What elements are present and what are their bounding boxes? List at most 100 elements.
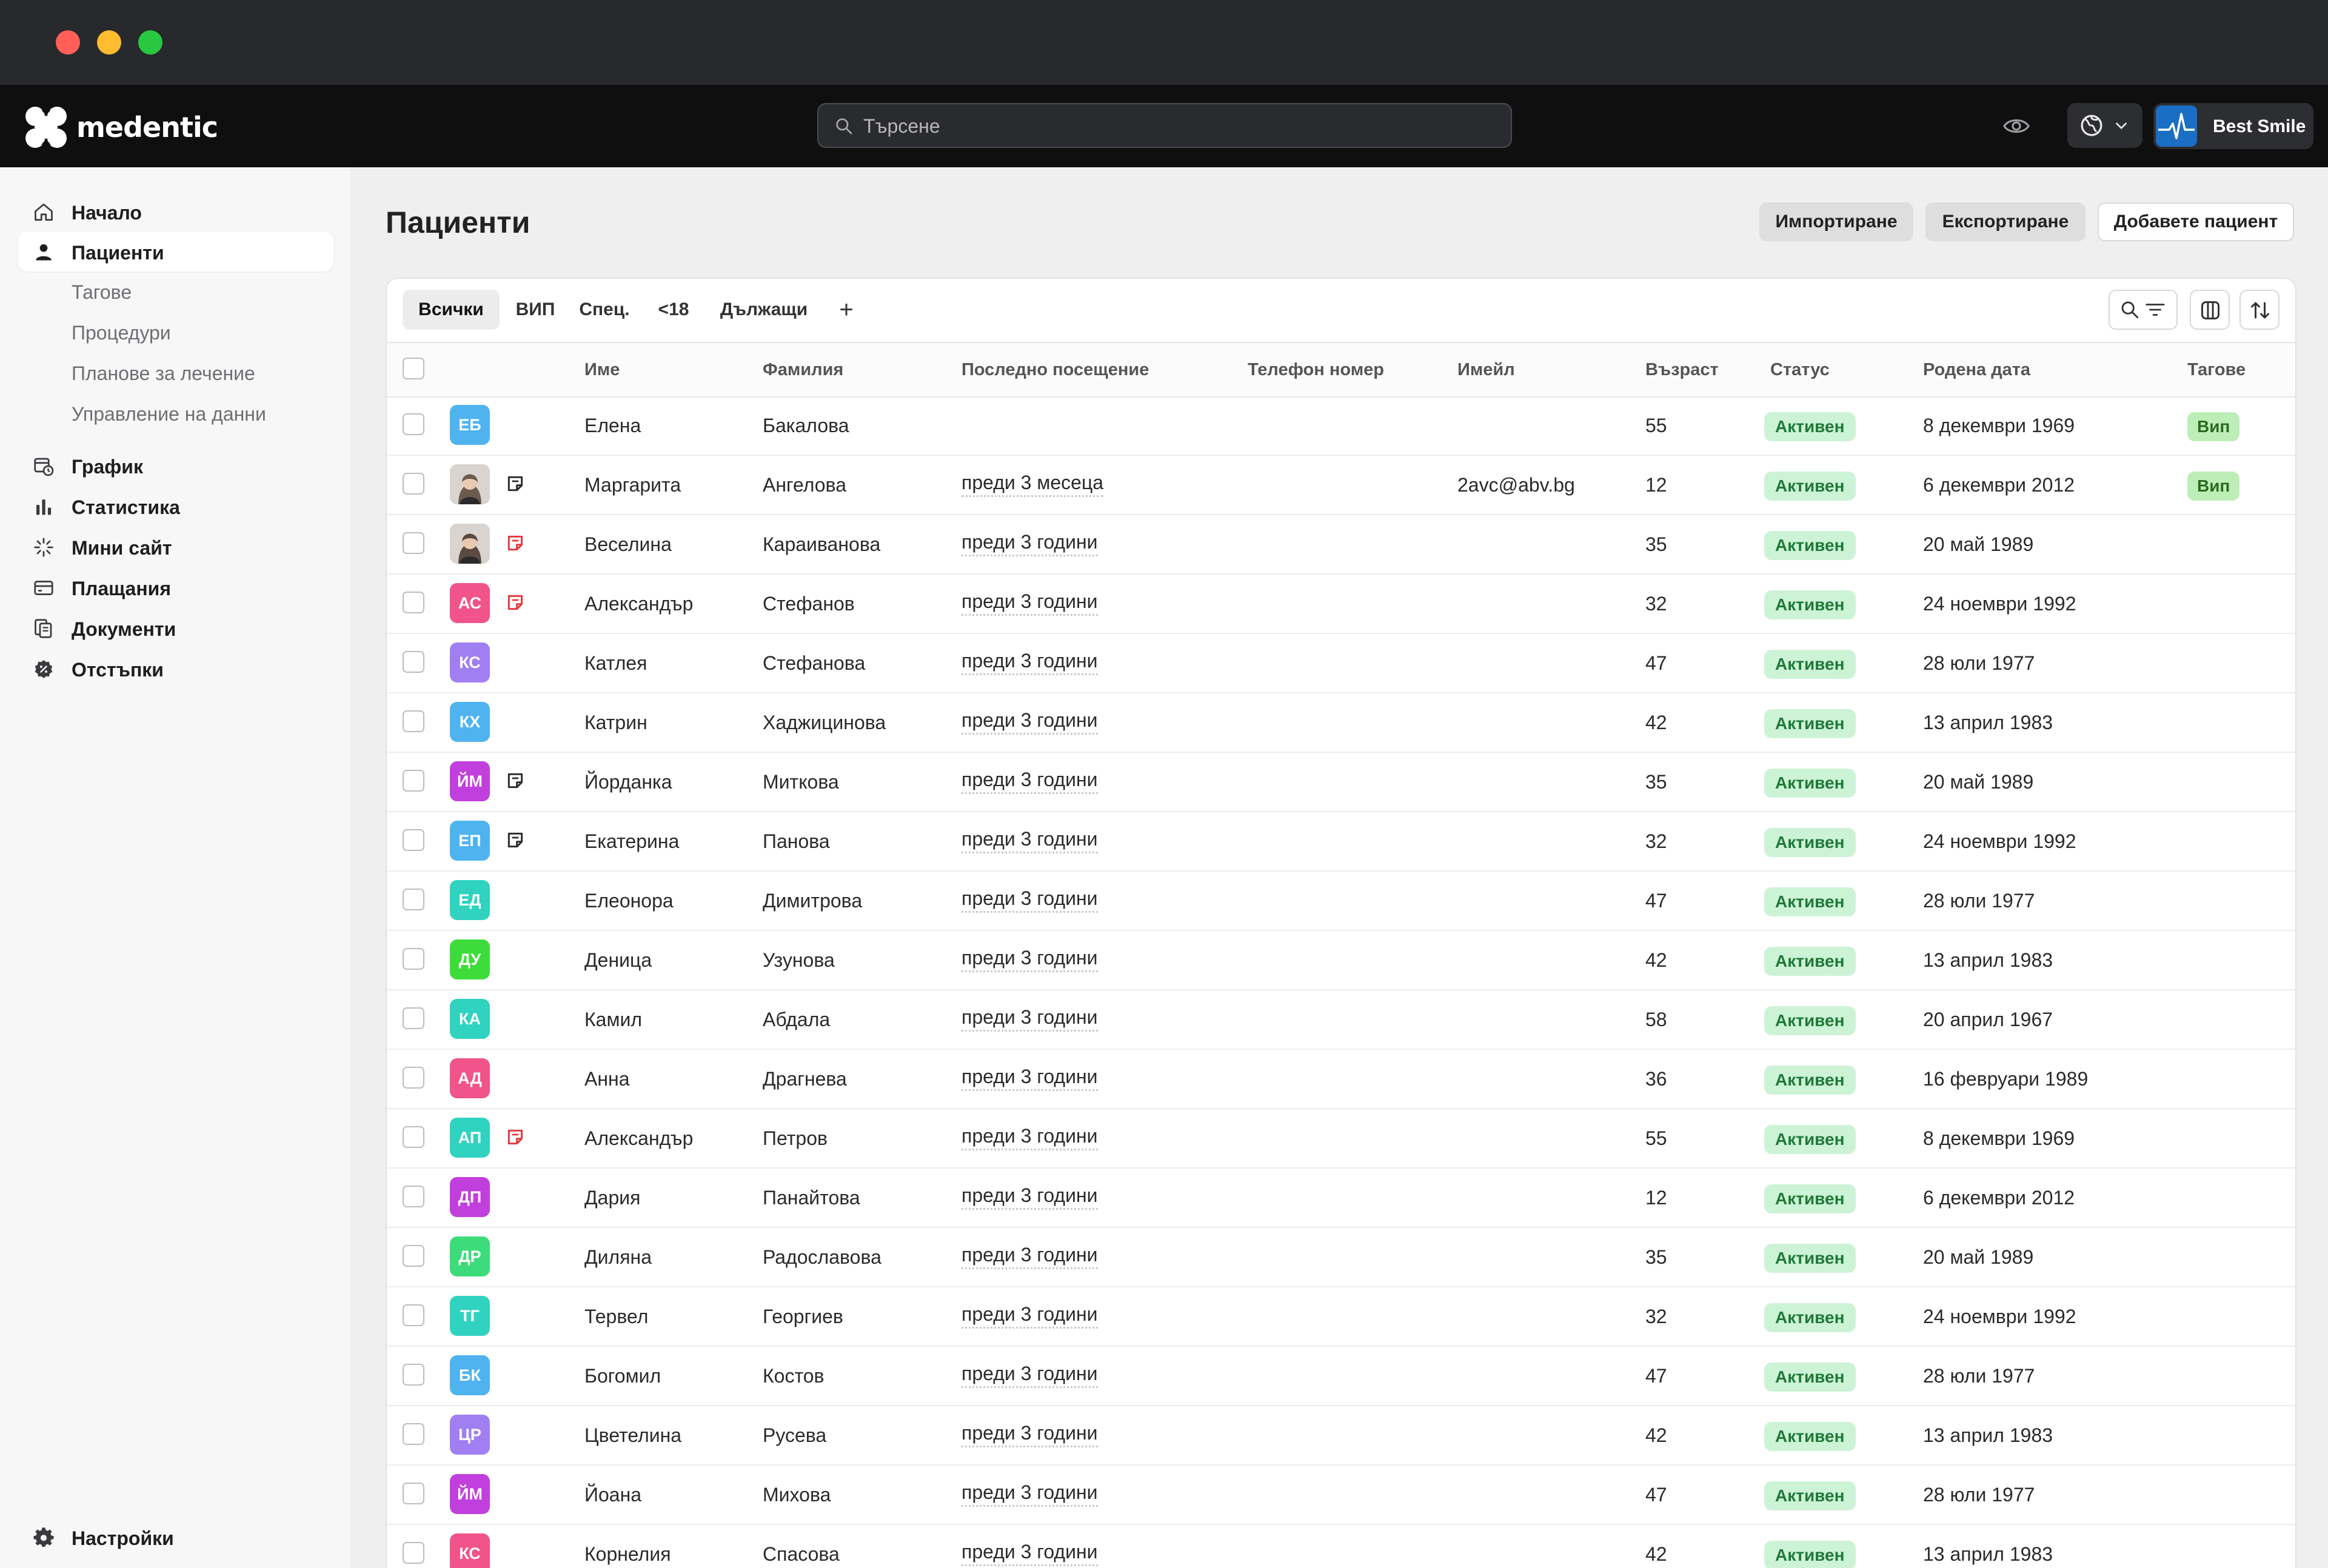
column-header-status[interactable]: Статус xyxy=(1770,360,1830,379)
cell-first-name[interactable]: Веселина xyxy=(584,533,672,555)
cell-first-name[interactable]: Тервел xyxy=(584,1306,649,1327)
sidebar-item-statistics[interactable]: Статистика xyxy=(18,486,333,526)
sidebar-item-settings[interactable]: Настройки xyxy=(18,1517,333,1557)
table-row[interactable]: АП Александър Петров преди 3 години 55 Актив… xyxy=(387,1108,2295,1169)
language-selector[interactable] xyxy=(2067,103,2142,148)
cell-first-name[interactable]: Дария xyxy=(584,1187,641,1209)
table-row[interactable]: БК Богомил Костов преди 3 години 47 Активен 28… xyxy=(387,1346,2295,1406)
eye-icon[interactable] xyxy=(2003,114,2030,138)
table-row[interactable]: ЕП Екатерина Панова преди 3 години 32 Активе… xyxy=(387,811,2295,872)
sidebar-item-patients[interactable]: Пациенти xyxy=(18,232,333,272)
table-row[interactable]: КС Катлея Стефанова преди 3 години 47 Активен… xyxy=(387,633,2295,693)
row-checkbox[interactable] xyxy=(403,1304,424,1326)
column-header-phone[interactable]: Телефон номер xyxy=(1248,360,1384,379)
cell-first-name[interactable]: Йоана xyxy=(584,1484,642,1506)
tag-badge[interactable]: Вип xyxy=(2187,412,2240,441)
close-window-button[interactable] xyxy=(56,30,80,55)
cell-first-name[interactable]: Елена xyxy=(584,415,641,436)
table-row[interactable]: ЙМ Йорданка Миткова преди 3 години 35 Активе… xyxy=(387,752,2295,812)
sort-button[interactable] xyxy=(2239,290,2280,330)
row-checkbox[interactable] xyxy=(403,651,424,673)
sidebar-subitem-data-management[interactable]: Управление на данни xyxy=(72,403,266,425)
sidebar-item-documents[interactable]: Документи xyxy=(18,608,333,648)
table-row[interactable]: ДР Диляна Радославова преди 3 години 35 Актив… xyxy=(387,1227,2295,1287)
avatar[interactable]: ЦР xyxy=(450,1415,490,1455)
add-tab-button[interactable]: + xyxy=(839,296,854,323)
tab-vip[interactable]: ВИП xyxy=(515,299,555,319)
sidebar-item-home[interactable]: Начало xyxy=(18,192,333,232)
tab-special[interactable]: Спец. xyxy=(579,299,630,319)
row-checkbox[interactable] xyxy=(403,473,424,495)
row-checkbox[interactable] xyxy=(403,1126,424,1148)
maximize-window-button[interactable] xyxy=(138,30,162,55)
table-row[interactable]: ДУ Деница Узунова преди 3 години 42 Активен 13… xyxy=(387,930,2295,990)
search-filter-button[interactable] xyxy=(2109,290,2178,330)
avatar[interactable]: АП xyxy=(450,1118,490,1158)
table-row[interactable]: ТГ Тервел Георгиев преди 3 години 32 Активен 2… xyxy=(387,1286,2295,1347)
tab-owing[interactable]: Дължащи xyxy=(720,299,808,319)
avatar[interactable]: ДП xyxy=(450,1177,490,1217)
table-row[interactable]: КА Камил Абдала преди 3 години 58 Активен 20 а… xyxy=(387,989,2295,1050)
column-header-birth-date[interactable]: Родена дата xyxy=(1923,360,2031,379)
tab-under-18[interactable]: <18 xyxy=(658,299,689,319)
export-button[interactable]: Експортиране xyxy=(1925,202,2086,241)
note-icon[interactable] xyxy=(506,771,525,790)
table-row[interactable]: КС Корнелия Спасова преди 3 години 42 Активен… xyxy=(387,1524,2295,1568)
sidebar-item-discounts[interactable]: Отстъпки xyxy=(18,649,333,689)
cell-first-name[interactable]: Богомил xyxy=(584,1365,661,1387)
sidebar-item-mini-site[interactable]: Мини сайт xyxy=(18,527,333,567)
row-checkbox[interactable] xyxy=(403,1364,424,1386)
tab-all[interactable]: Всички xyxy=(403,290,500,330)
cell-first-name[interactable]: Деница xyxy=(584,949,652,971)
row-checkbox[interactable] xyxy=(403,592,424,613)
column-header-email[interactable]: Имейл xyxy=(1457,360,1515,379)
avatar[interactable]: ЕБ xyxy=(450,405,490,445)
search-input[interactable]: Търсене xyxy=(817,103,1512,148)
row-checkbox[interactable] xyxy=(403,1423,424,1445)
column-header-tags[interactable]: Тагове xyxy=(2187,360,2246,379)
minimize-window-button[interactable] xyxy=(97,30,121,55)
row-checkbox[interactable] xyxy=(403,1245,424,1267)
cell-first-name[interactable]: Александър xyxy=(584,593,694,615)
cell-first-name[interactable]: Елеонора xyxy=(584,890,674,912)
cell-first-name[interactable]: Маргарита xyxy=(584,474,681,496)
avatar[interactable]: КС xyxy=(450,1533,490,1568)
avatar[interactable]: БК xyxy=(450,1355,490,1395)
sidebar-item-payments[interactable]: Плащания xyxy=(18,567,333,607)
cell-first-name[interactable]: Катлея xyxy=(584,652,647,674)
row-checkbox[interactable] xyxy=(403,1483,424,1504)
sidebar-item-schedule[interactable]: График xyxy=(18,445,333,485)
cell-first-name[interactable]: Цветелина xyxy=(584,1424,682,1446)
note-icon[interactable] xyxy=(506,830,525,850)
cell-first-name[interactable]: Екатерина xyxy=(584,830,680,852)
avatar[interactable]: АД xyxy=(450,1058,490,1098)
cell-first-name[interactable]: Катрин xyxy=(584,712,647,733)
table-row[interactable]: ЙМ Йоана Михова преди 3 години 47 Активен 28 ю… xyxy=(387,1464,2295,1525)
cell-first-name[interactable]: Корнелия xyxy=(584,1543,671,1565)
table-row[interactable]: Веселина Караиванова преди 3 години 35 Актив… xyxy=(387,514,2295,575)
table-row[interactable]: ЦР Цветелина Русева преди 3 години 42 Активен… xyxy=(387,1405,2295,1466)
note-icon[interactable] xyxy=(506,533,525,553)
cell-first-name[interactable]: Диляна xyxy=(584,1246,652,1268)
avatar[interactable]: ЙМ xyxy=(450,1474,490,1514)
row-checkbox[interactable] xyxy=(403,770,424,792)
row-checkbox[interactable] xyxy=(403,710,424,732)
avatar[interactable]: КС xyxy=(450,642,490,682)
table-row[interactable]: АД Анна Драгнева преди 3 години 36 Активен 16 … xyxy=(387,1049,2295,1109)
table-row[interactable]: ДП Дария Панайтова преди 3 години 12 Активен 6… xyxy=(387,1167,2295,1228)
sidebar-subitem-treatment-plans[interactable]: Планове за лечение xyxy=(72,362,255,384)
column-header-last-visit[interactable]: Последно посещение xyxy=(962,360,1149,379)
note-icon[interactable] xyxy=(506,593,525,612)
avatar[interactable] xyxy=(450,524,490,564)
row-checkbox[interactable] xyxy=(403,1186,424,1207)
column-header-age[interactable]: Възраст xyxy=(1645,360,1719,379)
clinic-switcher[interactable]: Best Smile xyxy=(2153,103,2313,149)
row-checkbox[interactable] xyxy=(403,413,424,435)
table-row[interactable]: КХ Катрин Хаджицинова преди 3 години 42 Актив… xyxy=(387,692,2295,753)
column-header-last-name[interactable]: Фамилия xyxy=(763,360,844,379)
avatar[interactable]: ДУ xyxy=(450,939,490,979)
table-row[interactable]: ЕД Елеонора Димитрова преди 3 години 47 Актив… xyxy=(387,870,2295,931)
avatar[interactable]: ТГ xyxy=(450,1296,490,1336)
tag-badge[interactable]: Вип xyxy=(2187,472,2240,501)
row-checkbox[interactable] xyxy=(403,948,424,970)
